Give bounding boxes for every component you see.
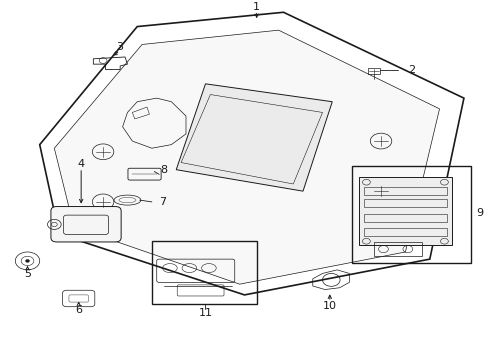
Text: 4: 4 — [78, 159, 84, 169]
Circle shape — [25, 260, 29, 262]
Text: 6: 6 — [75, 305, 82, 315]
Text: 11: 11 — [198, 308, 212, 318]
Bar — [363, 199, 446, 207]
Text: 9: 9 — [475, 208, 482, 218]
Text: 3: 3 — [117, 42, 123, 52]
Text: 8: 8 — [160, 165, 167, 175]
Text: 7: 7 — [159, 197, 166, 207]
Text: 2: 2 — [407, 65, 414, 75]
FancyBboxPatch shape — [51, 207, 121, 242]
Bar — [363, 214, 446, 221]
Polygon shape — [176, 84, 331, 191]
Bar — [363, 187, 446, 195]
FancyBboxPatch shape — [358, 177, 451, 245]
Bar — [367, 68, 379, 74]
Text: 1: 1 — [253, 2, 260, 12]
Bar — [152, 241, 256, 304]
Text: 10: 10 — [322, 301, 336, 311]
Polygon shape — [54, 30, 439, 284]
Bar — [363, 228, 446, 236]
Bar — [373, 242, 422, 256]
Bar — [351, 166, 470, 263]
Text: 5: 5 — [24, 269, 31, 279]
